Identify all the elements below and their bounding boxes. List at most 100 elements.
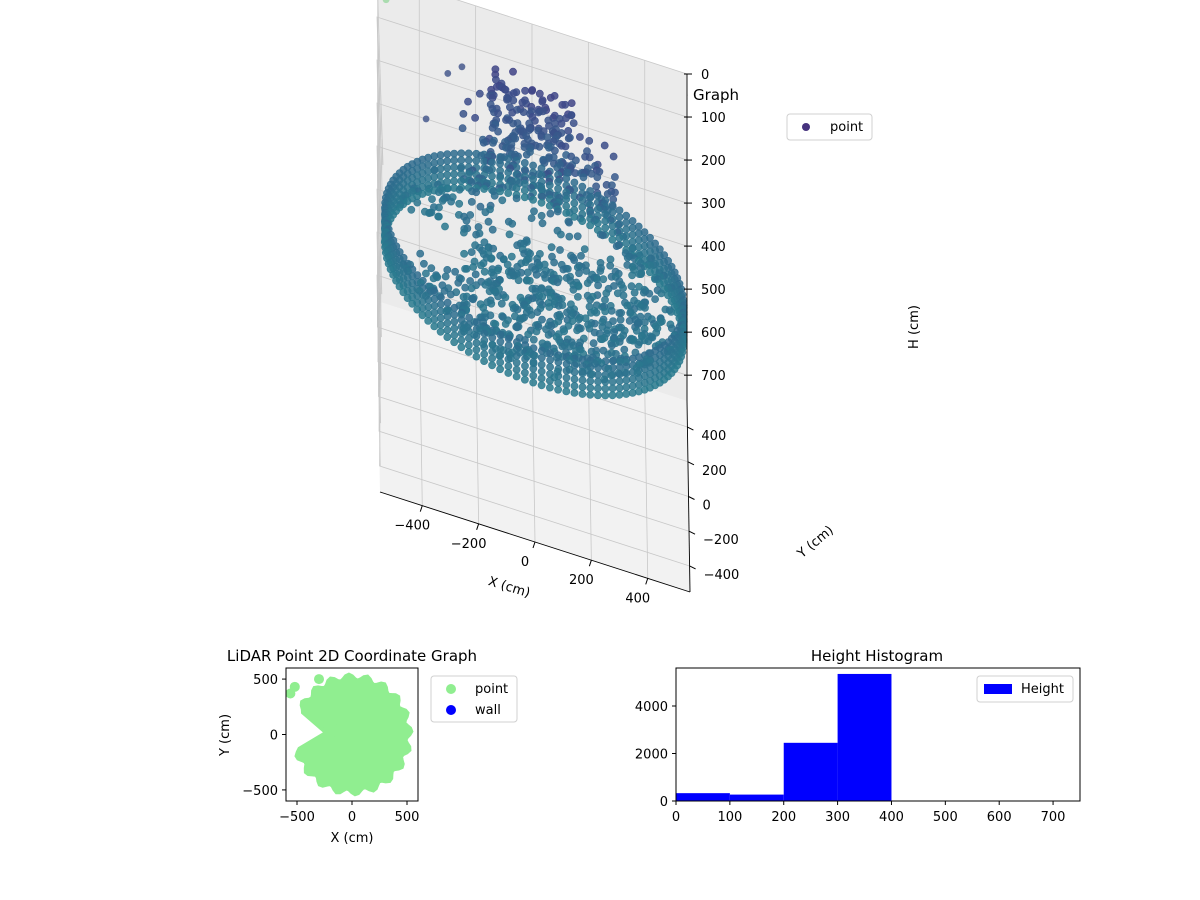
point-3d-629 — [573, 232, 582, 241]
point-3d-1327 — [598, 335, 607, 344]
chart-3d-xlabel: X (cm) — [486, 574, 532, 601]
point-3d-171 — [436, 151, 445, 159]
point-3d-603 — [622, 225, 631, 234]
histogram-bar-2 — [783, 742, 838, 801]
point-3d-986 — [619, 291, 628, 300]
point-3d-784 — [427, 264, 436, 273]
point-3d-1095 — [413, 305, 422, 314]
point-3d-233 — [450, 163, 458, 172]
point-3d-305 — [496, 173, 504, 182]
point-3d-615 — [608, 228, 617, 237]
point-3d-1563 — [578, 369, 587, 378]
point-3d-210 — [520, 158, 529, 167]
point-3d-1469 — [488, 354, 496, 363]
point-3d-694 — [416, 249, 425, 258]
point-3d-1415 — [488, 347, 497, 356]
point-3d-1542 — [496, 365, 504, 374]
point-3d-911 — [481, 280, 490, 289]
tick-label-2d-x-1: 0 — [348, 810, 356, 825]
point-3d-383 — [554, 184, 562, 193]
point-3d-897 — [553, 278, 562, 287]
point-3d-447 — [520, 193, 529, 202]
tick-label-hist-y-2: 4000 — [635, 700, 668, 715]
point-3d-83 — [545, 122, 553, 130]
point-3d-133 — [489, 138, 497, 147]
point-3d-18 — [535, 89, 544, 98]
point-3d-1004 — [436, 293, 445, 302]
point-3d-524 — [530, 207, 538, 216]
chart-2d-title: LiDAR Point 2D Coordinate Graph — [227, 647, 477, 665]
point-3d-121 — [511, 134, 520, 143]
point-3d-506 — [578, 203, 587, 212]
point-3d-636 — [615, 233, 624, 242]
grid-z-1 — [376, 16, 688, 209]
point-3d-901 — [454, 278, 463, 287]
point-3d-1246 — [585, 324, 594, 333]
point-3d-840 — [489, 271, 498, 280]
point-3d-595 — [474, 223, 483, 231]
point-3d-1322 — [504, 334, 513, 343]
point-3d-593 — [441, 222, 449, 231]
point-3d-1598 — [601, 377, 610, 386]
point-3d-591 — [608, 222, 617, 230]
point-3d-293 — [436, 171, 445, 180]
tick-label-3d-z-2: 200 — [701, 154, 726, 169]
point-3d-31 — [509, 96, 518, 105]
chart-3d-legend: point — [786, 113, 873, 141]
point-3d-679 — [556, 246, 564, 254]
point-3d-1020 — [601, 295, 609, 304]
point-3d-1601 — [554, 378, 563, 387]
point-3d-1386 — [457, 343, 466, 352]
point-3d-971 — [630, 288, 639, 297]
point-3d-974 — [602, 289, 611, 298]
point-3d-13 — [521, 86, 529, 95]
tick-label-3d-x-4: 400 — [625, 591, 650, 606]
point-3d-1203 — [501, 320, 510, 328]
chart-histogram-legend-swatch — [984, 684, 1012, 694]
point-3d-1609 — [578, 383, 587, 391]
tick-label-3d-y-0: −400 — [704, 568, 740, 583]
point-3d-1037 — [443, 298, 452, 307]
point-3d-1046 — [408, 299, 417, 308]
point-3d-695 — [460, 249, 468, 258]
point-3d-580 — [593, 219, 602, 227]
point-3d-141 — [600, 141, 609, 150]
point-3d-1477 — [504, 355, 513, 364]
point-3d-1177 — [424, 316, 433, 325]
point-3d-1533 — [594, 363, 602, 372]
point-3d-1525 — [504, 362, 513, 370]
point-3d-1135 — [418, 311, 427, 320]
point-3d-223 — [529, 161, 537, 170]
point-3d-1625 — [622, 390, 631, 398]
point-3d-1583 — [537, 374, 546, 383]
point-3d-1550 — [537, 367, 546, 376]
point-3d-1222 — [430, 322, 439, 331]
chart-2d-legend-wall-marker — [446, 705, 456, 715]
point-3d-101 — [494, 127, 502, 136]
tick-label-3d-x-2: 0 — [521, 555, 529, 570]
point-3d-54 — [534, 108, 543, 117]
point-3d-1387 — [480, 343, 489, 352]
chart-histogram-legend: Height — [976, 675, 1074, 703]
point-3d-200 — [472, 156, 481, 165]
point-3d-576 — [484, 217, 493, 226]
point-3d-620 — [557, 230, 565, 239]
point-3d-1263 — [632, 326, 641, 335]
point-3d-622 — [472, 230, 480, 239]
point-3d-303 — [579, 173, 588, 182]
point-3d-1523 — [521, 361, 529, 370]
point-3d-726 — [487, 254, 495, 263]
point-3d-1498 — [554, 358, 563, 366]
point-3d-1617 — [601, 384, 610, 393]
point-3d-296 — [488, 172, 496, 181]
point-3d-482 — [537, 198, 546, 207]
point-3d-418 — [504, 189, 513, 197]
point-3d-144 — [561, 142, 570, 151]
point-3d-75 — [569, 119, 578, 127]
point-3d-1068 — [554, 301, 563, 310]
point-3d-1570 — [594, 370, 602, 379]
point-3d-977 — [657, 289, 666, 298]
chart-2d-legend-wall-label: wall — [475, 703, 501, 718]
point-3d-887 — [525, 276, 534, 285]
